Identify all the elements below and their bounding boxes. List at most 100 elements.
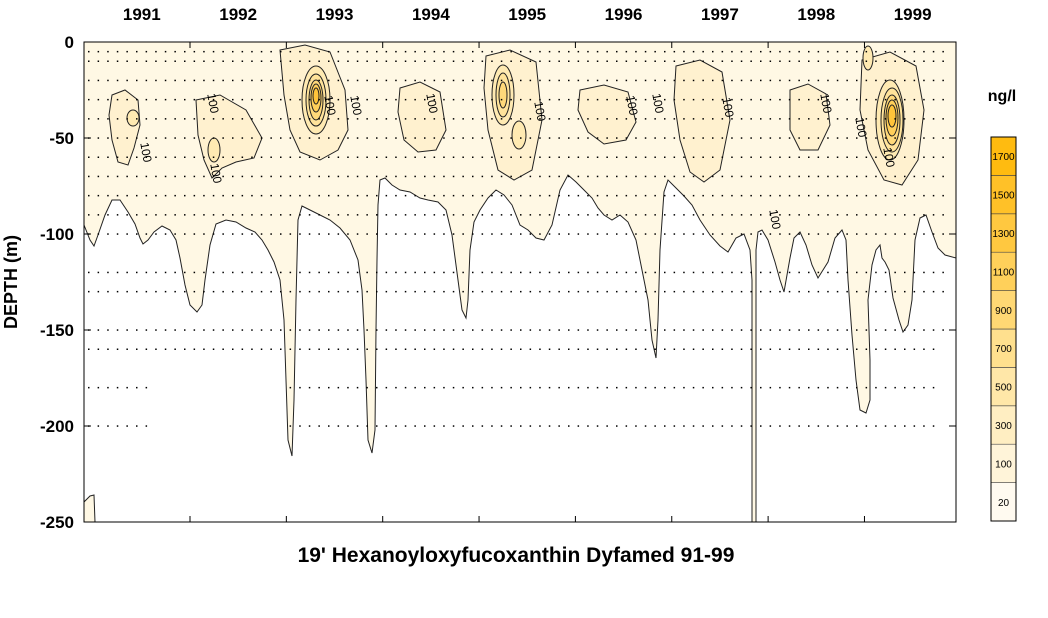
x-axis: 1991 1992 1993 1994 1995 1996 1997 1998 1999	[123, 5, 932, 522]
sample-point	[769, 290, 772, 293]
sample-point	[836, 214, 839, 216]
sample-point	[721, 137, 724, 139]
sample-point	[625, 425, 628, 427]
sample-point	[846, 290, 848, 293]
sample-point	[289, 118, 292, 120]
colorbar-swatch	[990, 175, 1017, 215]
contour-label: 100	[531, 100, 548, 122]
sample-point	[337, 156, 340, 158]
sample-point	[414, 214, 416, 216]
sample-point	[616, 290, 618, 293]
sample-point	[318, 329, 320, 331]
sample-point	[347, 98, 349, 101]
sample-point	[289, 156, 292, 158]
sample-point	[817, 98, 820, 101]
sample-point	[769, 348, 772, 350]
sample-point	[788, 60, 791, 62]
sample-point	[251, 290, 253, 293]
sample-point	[683, 233, 685, 235]
sample-point	[481, 156, 484, 158]
sample-point	[779, 233, 781, 235]
sample-point	[913, 60, 916, 62]
sample-point	[308, 175, 311, 178]
sample-point	[875, 137, 877, 139]
sample-point	[366, 156, 368, 158]
sample-point	[212, 60, 215, 62]
sample-point	[587, 329, 589, 331]
sample-point	[241, 118, 244, 120]
sample-point	[500, 271, 503, 274]
sample-point	[769, 425, 772, 427]
sample-point	[414, 156, 416, 158]
sample-point	[577, 118, 580, 120]
sample-point	[913, 79, 916, 82]
sample-point	[750, 271, 752, 274]
sample-point	[731, 271, 733, 274]
sample-point	[808, 175, 810, 178]
sample-point	[212, 329, 215, 331]
sample-point	[328, 214, 330, 216]
sample-point	[548, 79, 551, 82]
sample-point	[904, 386, 906, 389]
sample-point	[539, 329, 541, 331]
sample-point	[865, 194, 868, 197]
sample-point	[155, 233, 157, 235]
sample-point	[635, 98, 637, 101]
sample-point	[472, 329, 474, 331]
sample-point	[625, 175, 628, 178]
sample-point	[692, 137, 695, 139]
contour-label: 100	[719, 96, 736, 118]
sample-point	[337, 137, 340, 139]
sample-point	[500, 50, 503, 53]
sample-point	[337, 50, 340, 53]
colorbar-frame	[990, 136, 1017, 522]
sample-point	[731, 329, 733, 331]
sample-point	[500, 79, 503, 82]
sample-point	[884, 214, 887, 216]
sample-point	[740, 60, 743, 62]
sample-point	[856, 214, 858, 216]
sample-point	[635, 137, 637, 139]
sample-point	[145, 233, 148, 235]
sample-point	[155, 118, 157, 120]
sample-point	[174, 290, 176, 293]
sample-point	[577, 271, 580, 274]
colorbar-level-label: 300	[995, 421, 1012, 432]
sample-point	[366, 425, 368, 427]
sample-point	[462, 271, 464, 274]
sample-point	[913, 137, 916, 139]
sample-point	[817, 348, 820, 350]
sample-point	[625, 386, 628, 389]
sample-point	[548, 137, 551, 139]
sample-point	[116, 348, 119, 350]
sample-point	[164, 175, 167, 178]
sample-point	[740, 118, 743, 120]
sample-point	[894, 98, 896, 101]
sample-point	[116, 50, 119, 53]
sample-point	[664, 60, 666, 62]
sample-point	[616, 194, 618, 197]
sample-point	[683, 50, 685, 53]
sample-point	[404, 214, 407, 216]
sample-point	[356, 98, 359, 101]
sample-point	[577, 98, 580, 101]
sample-point	[798, 98, 800, 101]
sample-point	[280, 137, 282, 139]
sample-point	[481, 118, 484, 120]
sample-point	[836, 233, 839, 235]
sample-point	[808, 386, 810, 389]
sample-point	[308, 79, 311, 82]
sample-point	[587, 156, 589, 158]
sample-point	[817, 137, 820, 139]
sample-point	[587, 348, 589, 350]
sample-point	[673, 156, 676, 158]
sample-point	[520, 386, 522, 389]
sample-point	[884, 98, 887, 101]
sample-point	[568, 214, 570, 216]
sample-point	[414, 425, 416, 427]
sample-point	[241, 137, 244, 139]
sample-point	[577, 386, 580, 389]
sample-point	[836, 79, 839, 82]
sample-point	[779, 118, 781, 120]
